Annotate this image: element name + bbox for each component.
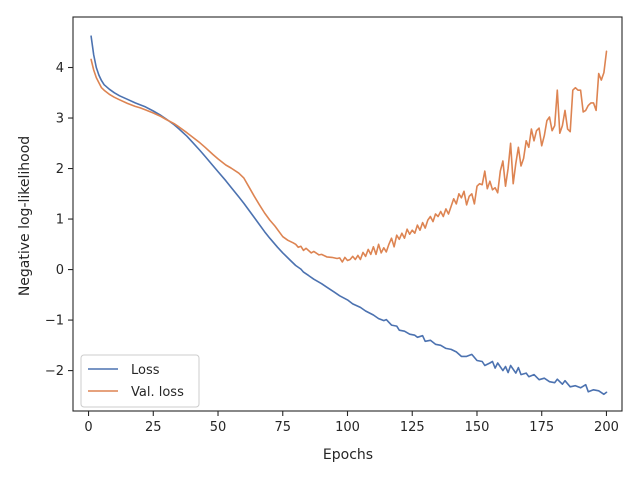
- y-tick-label: 1: [56, 213, 64, 228]
- x-tick-label: 175: [529, 420, 554, 435]
- x-tick-label: 100: [335, 420, 360, 435]
- legend-label-loss: Loss: [131, 363, 160, 378]
- ticks: 0 25 50 75 100 125 150 175 200 −2 −1 0 1 2 3 4: [45, 61, 619, 435]
- legend: Loss Val. loss: [80, 354, 200, 408]
- series-line-loss: [90, 35, 608, 396]
- x-tick-label: 25: [145, 420, 162, 435]
- y-tick-label: 4: [56, 61, 64, 76]
- series-line-val-loss: [90, 50, 608, 263]
- x-tick-label: 200: [594, 420, 619, 435]
- y-tick-label: −1: [45, 314, 64, 329]
- axes-frame: [72, 16, 623, 412]
- y-tick-label: 2: [56, 162, 64, 177]
- axes: [72, 16, 623, 412]
- y-tick-label: 0: [56, 263, 64, 278]
- plot-area: [90, 35, 608, 396]
- x-tick-label: 50: [210, 420, 227, 435]
- x-tick-label: 150: [465, 420, 490, 435]
- x-tick-label: 125: [400, 420, 425, 435]
- legend-label-val-loss: Val. loss: [131, 385, 184, 400]
- x-tick-label: 0: [84, 420, 92, 435]
- x-tick-label: 75: [274, 420, 291, 435]
- y-tick-label: 3: [56, 112, 64, 127]
- y-tick-label: −2: [45, 364, 64, 379]
- y-axis-label: Negative log-likelihood: [17, 136, 33, 296]
- legend-box: [80, 354, 200, 408]
- x-axis-label: Epochs: [323, 447, 373, 463]
